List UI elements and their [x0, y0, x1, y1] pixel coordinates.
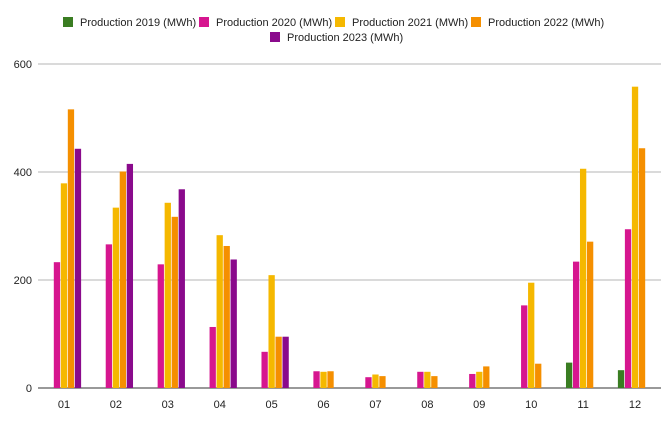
legend-item: Production 2022 (MWh) — [471, 17, 604, 29]
bar-2020-06 — [313, 371, 320, 388]
legend-swatch — [471, 17, 481, 27]
x-tick-label: 08 — [421, 399, 433, 411]
bar-2020-07 — [365, 377, 372, 388]
legend-swatch — [270, 32, 280, 42]
bar-2022-05 — [275, 336, 282, 388]
bar-2020-10 — [521, 305, 528, 388]
x-tick-label: 05 — [266, 399, 278, 411]
legend-swatch — [335, 17, 345, 27]
legend-item: Production 2019 (MWh) — [63, 17, 196, 29]
x-tick-label: 07 — [369, 399, 381, 411]
bar-2022-11 — [586, 241, 594, 388]
x-tick-label: 09 — [473, 399, 485, 411]
bar-2021-07 — [372, 374, 379, 388]
bar-2020-08 — [417, 371, 424, 388]
bar-2020-11 — [572, 261, 580, 388]
bar-2022-08 — [431, 376, 438, 388]
x-tick-label: 01 — [58, 399, 70, 411]
legend-label: Production 2019 (MWh) — [80, 17, 196, 29]
y-tick-label: 400 — [14, 167, 32, 179]
bar-2022-02 — [119, 171, 127, 388]
bar-2022-07 — [379, 376, 386, 388]
bar-2021-03 — [164, 202, 171, 388]
bar-2021-05 — [268, 275, 275, 388]
bar-2021-12 — [631, 86, 639, 389]
x-tick-label: 12 — [629, 399, 641, 411]
legend-item: Production 2023 (MWh) — [270, 32, 403, 44]
x-tick-label: 10 — [525, 399, 537, 411]
bar-2022-03 — [171, 216, 178, 388]
legend-item: Production 2021 (MWh) — [335, 17, 468, 29]
bar-2021-08 — [424, 371, 431, 388]
legend-label: Production 2020 (MWh) — [216, 17, 332, 29]
legend-swatch — [63, 17, 73, 27]
axes: 0 200 400 600 01 02 03 04 05 06 07 08 09 10 11 12 — [14, 59, 642, 411]
bar-2021-06 — [320, 371, 327, 388]
legend-item: Production 2020 (MWh) — [199, 17, 332, 29]
y-tick-label: 200 — [14, 275, 32, 287]
bar-2020-04 — [209, 326, 216, 388]
bar-2021-02 — [112, 207, 120, 388]
legend: Production 2019 (MWh) Production 2020 (MW… — [63, 17, 604, 44]
y-tick-label: 0 — [26, 383, 32, 395]
bar-2019-12 — [617, 370, 625, 388]
bar-2022-10 — [535, 363, 542, 388]
bar-2021-04 — [216, 235, 223, 388]
bar-2021-01 — [60, 183, 68, 388]
bar-2020-01 — [53, 262, 61, 388]
legend-label: Production 2023 (MWh) — [287, 32, 403, 44]
bar-2022-06 — [327, 371, 334, 388]
x-tick-label: 06 — [317, 399, 329, 411]
bar-2022-04 — [223, 245, 230, 388]
bar-2022-09 — [483, 366, 490, 388]
bar-2022-01 — [67, 109, 75, 389]
bar-2022-12 — [638, 148, 646, 388]
bar-2020-12 — [624, 229, 632, 388]
x-tick-label: 02 — [110, 399, 122, 411]
bar-2020-05 — [261, 351, 268, 388]
bar-2023-01 — [74, 148, 82, 388]
bars — [53, 86, 646, 389]
legend-label: Production 2022 (MWh) — [488, 17, 604, 29]
bar-2021-11 — [579, 168, 587, 388]
legend-label: Production 2021 (MWh) — [352, 17, 468, 29]
y-tick-label: 600 — [14, 59, 32, 71]
bar-2021-10 — [528, 282, 535, 388]
bar-2019-11 — [565, 362, 573, 388]
bar-2021-09 — [476, 371, 483, 388]
bar-2023-04 — [230, 259, 237, 388]
bar-2023-03 — [178, 189, 185, 388]
gridlines — [38, 63, 661, 389]
bar-2020-02 — [105, 244, 113, 388]
bar-2020-03 — [157, 264, 164, 388]
bar-2023-02 — [126, 163, 134, 388]
x-tick-label: 11 — [577, 399, 588, 411]
bar-2023-05 — [282, 336, 289, 388]
x-tick-label: 04 — [214, 399, 226, 411]
legend-swatch — [199, 17, 209, 27]
bar-2020-09 — [469, 373, 476, 388]
x-tick-label: 03 — [162, 399, 174, 411]
